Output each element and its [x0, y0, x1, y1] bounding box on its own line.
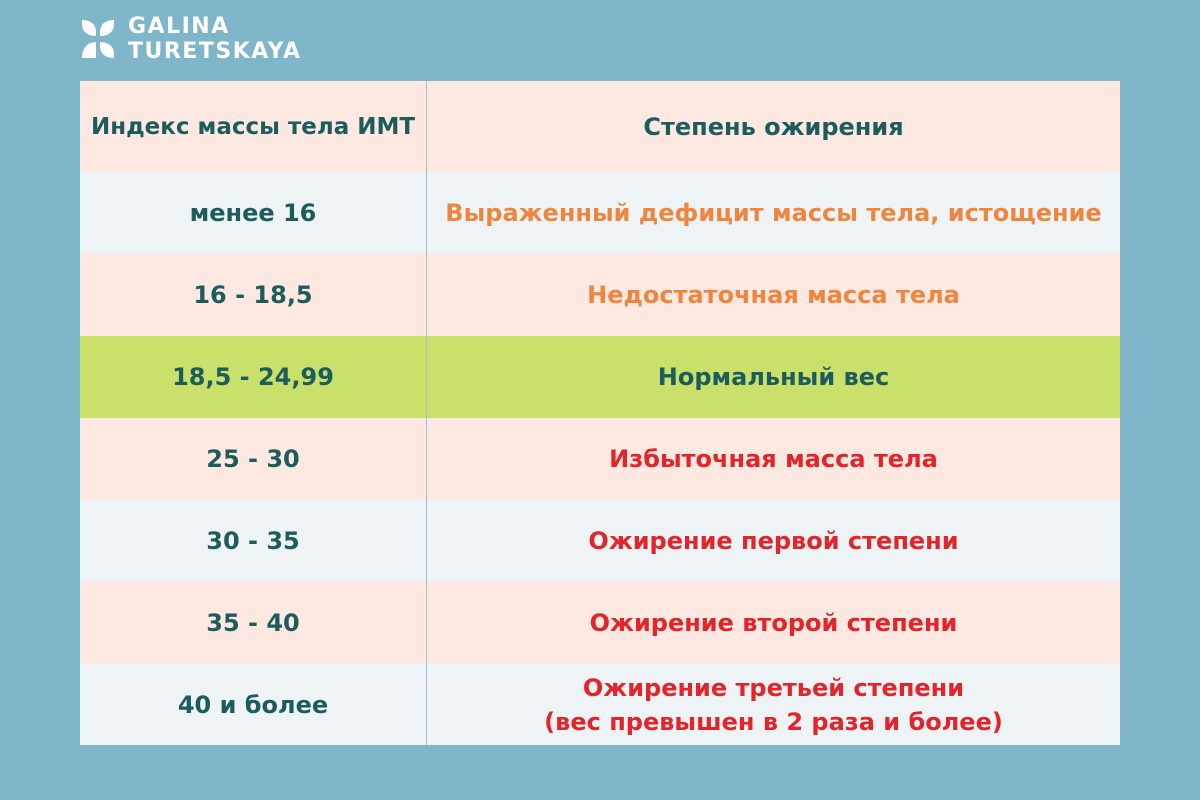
table-row: 40 и более Ожирение третьей степени (вес… — [80, 664, 1120, 745]
brand-line1: GALINA — [128, 14, 230, 39]
table-row-normal: 18,5 - 24,99 Нормальный вес — [80, 336, 1120, 418]
bmi-cell: 35 - 40 — [80, 582, 427, 664]
degree-cell: Ожирение первой степени — [588, 527, 959, 555]
degree-line1: Ожирение третьей степени — [582, 673, 965, 702]
table-row: 30 - 35 Ожирение первой степени — [80, 500, 1120, 582]
bmi-cell: 25 - 30 — [80, 418, 427, 500]
table-row: 16 - 18,5 Недостаточная масса тела — [80, 254, 1120, 336]
table-row: менее 16 Выраженный дефицит массы тела, … — [80, 172, 1120, 254]
brand-line2: TURETSKAYA — [128, 39, 302, 64]
table-row: 25 - 30 Избыточная масса тела — [80, 418, 1120, 500]
degree-cell: Ожирение второй степени — [589, 609, 958, 637]
degree-cell: Избыточная масса тела — [609, 445, 938, 473]
leaf-logo-icon — [82, 20, 114, 58]
brand-logo: GALINA TURETSKAYA — [80, 14, 302, 64]
degree-cell: Выраженный дефицит массы тела, истощение — [445, 199, 1102, 227]
degree-cell: Нормальный вес — [657, 363, 890, 391]
header-degree: Степень ожирения — [643, 112, 904, 141]
bmi-cell: 18,5 - 24,99 — [80, 336, 427, 418]
degree-cell-multiline: Ожирение третьей степени (вес превышен в… — [427, 664, 1120, 745]
table-header-row: Индекс массы тела ИМТ Степень ожирения — [80, 81, 1120, 172]
brand-name: GALINA TURETSKAYA — [128, 14, 302, 64]
degree-cell: Недостаточная масса тела — [587, 281, 960, 309]
bmi-table: Индекс массы тела ИМТ Степень ожирения м… — [80, 81, 1120, 745]
bmi-cell: менее 16 — [80, 172, 427, 254]
degree-line2: (вес превышен в 2 раза и более) — [544, 707, 1003, 736]
header-bmi: Индекс массы тела ИМТ — [80, 81, 427, 172]
bmi-cell: 30 - 35 — [80, 500, 427, 582]
bmi-cell: 40 и более — [80, 664, 427, 745]
bmi-cell: 16 - 18,5 — [80, 254, 427, 336]
table-row: 35 - 40 Ожирение второй степени — [80, 582, 1120, 664]
